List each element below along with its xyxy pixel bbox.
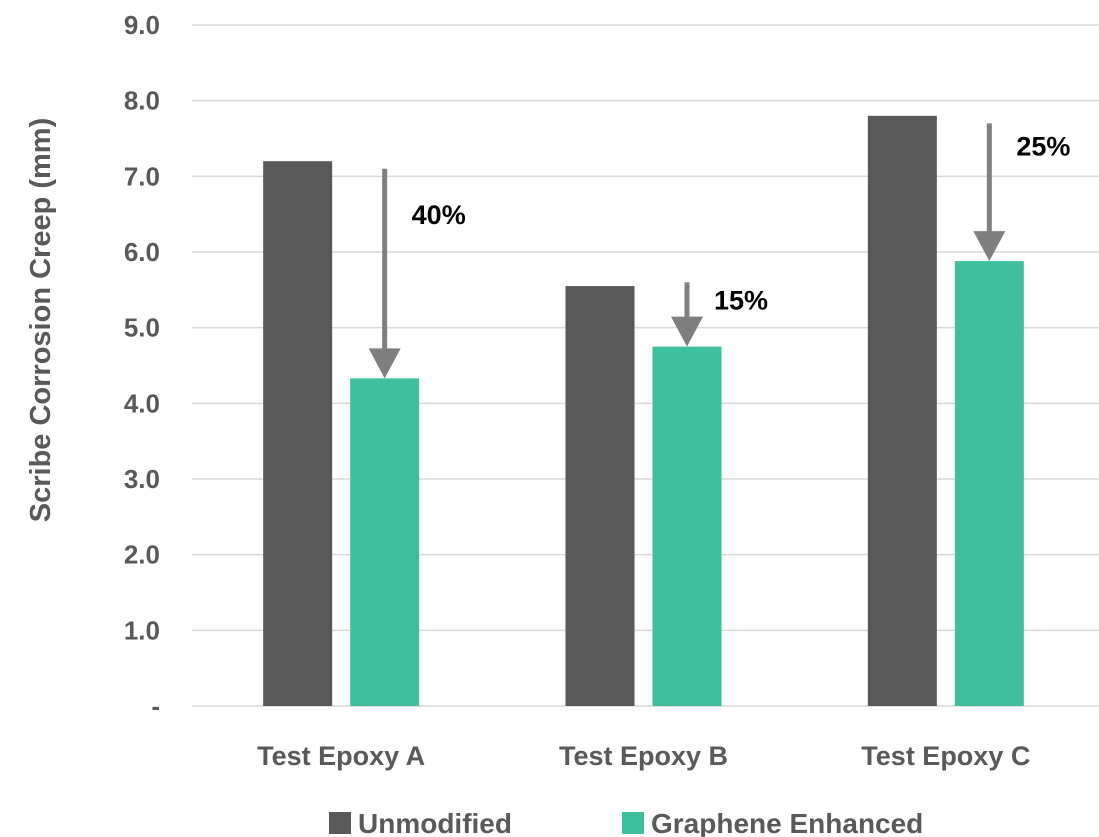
legend-label: Unmodified <box>358 808 512 837</box>
reduction-label: 40% <box>412 200 466 230</box>
annotations: 40% 15% 25% <box>412 131 1071 315</box>
bar-unmodified <box>263 161 333 706</box>
bar-unmodified <box>867 115 937 707</box>
y-tick-label: 1.0 <box>124 615 160 645</box>
legend: Unmodified Graphene Enhanced <box>329 808 923 837</box>
bar-unmodified <box>565 286 635 706</box>
reduction-arrow-head <box>671 316 703 347</box>
y-axis-ticks: - 1.0 2.0 3.0 4.0 5.0 6.0 7.0 8.0 9.0 <box>124 10 160 721</box>
x-category-label: Test Epoxy A <box>257 741 425 771</box>
y-axis-label: Scribe Corrosion Creep (mm) <box>25 118 57 522</box>
x-category-label: Test Epoxy B <box>559 741 728 771</box>
legend-swatch <box>329 812 351 834</box>
y-tick-label: 6.0 <box>124 237 160 267</box>
arrows <box>368 123 1006 379</box>
bar-graphene-enhanced <box>954 261 1024 706</box>
legend-label: Graphene Enhanced <box>651 808 923 837</box>
reduction-arrow-head <box>368 348 401 379</box>
y-tick-label: 5.0 <box>124 313 160 343</box>
y-tick-label: 7.0 <box>124 161 160 191</box>
y-tick-label: - <box>151 691 160 721</box>
y-tick-label: 4.0 <box>124 388 160 418</box>
gridlines <box>192 24 1099 707</box>
x-category-label: Test Epoxy C <box>861 741 1030 771</box>
y-tick-label: 9.0 <box>124 10 160 40</box>
x-axis-categories: Test Epoxy A Test Epoxy B Test Epoxy C <box>257 741 1030 771</box>
bar-graphene-enhanced <box>350 378 420 706</box>
bar-graphene-enhanced <box>652 346 722 706</box>
reduction-label: 25% <box>1016 131 1070 161</box>
y-tick-label: 8.0 <box>124 86 160 116</box>
legend-swatch <box>622 812 644 834</box>
bars <box>263 115 1024 707</box>
y-tick-label: 3.0 <box>124 464 160 494</box>
reduction-arrow-head <box>973 231 1006 262</box>
reduction-label: 15% <box>714 285 768 315</box>
y-tick-label: 2.0 <box>124 540 160 570</box>
